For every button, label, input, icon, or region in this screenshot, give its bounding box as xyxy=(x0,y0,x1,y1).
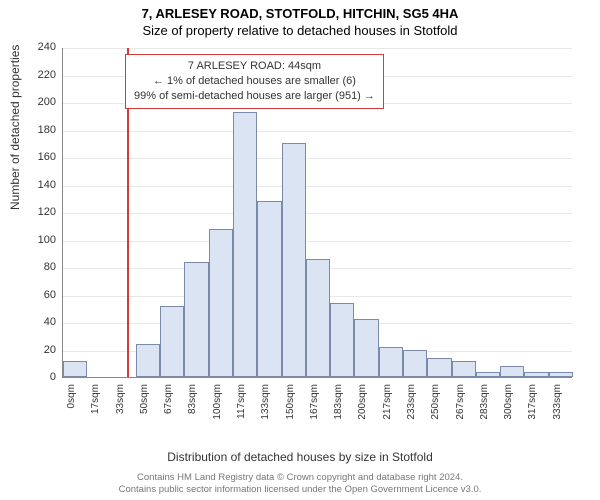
x-tick-label: 300sqm xyxy=(503,384,514,434)
y-tick-label: 20 xyxy=(22,344,56,356)
histogram-bar xyxy=(160,306,184,378)
annotation-line: 99% of semi-detached houses are larger (… xyxy=(134,89,375,104)
annotation-line: ← 1% of detached houses are smaller (6) xyxy=(134,74,375,89)
plot-area: 7 ARLESEY ROAD: 44sqm← 1% of detached ho… xyxy=(62,48,572,378)
footer-attribution: Contains HM Land Registry data © Crown c… xyxy=(0,472,600,496)
y-tick-label: 40 xyxy=(22,316,56,328)
histogram-bar xyxy=(379,347,403,377)
x-tick-label: 250sqm xyxy=(430,384,441,434)
y-tick-label: 160 xyxy=(22,151,56,163)
x-tick-label: 183sqm xyxy=(333,384,344,434)
y-axis-label: Number of detached properties xyxy=(8,45,22,210)
histogram-bar xyxy=(549,372,573,378)
y-tick-label: 120 xyxy=(22,206,56,218)
histogram-bar xyxy=(354,319,378,377)
x-tick-label: 333sqm xyxy=(552,384,563,434)
histogram-chart: 7 ARLESEY ROAD: 44sqm← 1% of detached ho… xyxy=(62,48,572,378)
x-tick-label: 0sqm xyxy=(66,384,77,434)
histogram-bar xyxy=(209,229,233,378)
y-tick-label: 180 xyxy=(22,124,56,136)
x-tick-label: 50sqm xyxy=(139,384,150,434)
y-tick-label: 100 xyxy=(22,234,56,246)
x-tick-label: 17sqm xyxy=(90,384,101,434)
histogram-bar xyxy=(330,303,354,377)
annotation-box: 7 ARLESEY ROAD: 44sqm← 1% of detached ho… xyxy=(125,54,384,109)
y-tick-label: 220 xyxy=(22,69,56,81)
y-tick-label: 240 xyxy=(22,41,56,53)
y-tick-label: 140 xyxy=(22,179,56,191)
gridline xyxy=(63,213,572,214)
x-tick-label: 33sqm xyxy=(115,384,126,434)
histogram-bar xyxy=(257,201,281,377)
gridline xyxy=(63,48,572,49)
histogram-bar xyxy=(306,259,330,377)
x-tick-label: 200sqm xyxy=(357,384,368,434)
histogram-bar xyxy=(63,361,87,378)
histogram-bar xyxy=(136,344,160,377)
gridline xyxy=(63,241,572,242)
x-tick-label: 233sqm xyxy=(406,384,417,434)
x-tick-label: 117sqm xyxy=(236,384,247,434)
y-tick-label: 0 xyxy=(22,371,56,383)
y-tick-label: 60 xyxy=(22,289,56,301)
page-title: 7, ARLESEY ROAD, STOTFOLD, HITCHIN, SG5 … xyxy=(0,0,600,21)
x-tick-label: 167sqm xyxy=(309,384,320,434)
histogram-bar xyxy=(427,358,451,377)
x-tick-label: 150sqm xyxy=(285,384,296,434)
gridline xyxy=(63,186,572,187)
x-tick-label: 100sqm xyxy=(212,384,223,434)
footer-line: Contains public sector information licen… xyxy=(0,484,600,496)
x-tick-label: 83sqm xyxy=(187,384,198,434)
x-tick-label: 267sqm xyxy=(455,384,466,434)
histogram-bar xyxy=(233,112,257,377)
y-tick-label: 200 xyxy=(22,96,56,108)
x-tick-label: 217sqm xyxy=(382,384,393,434)
x-axis-label: Distribution of detached houses by size … xyxy=(0,450,600,464)
histogram-bar xyxy=(476,372,500,378)
histogram-bar xyxy=(403,350,427,378)
histogram-bar xyxy=(524,372,548,378)
page-subtitle: Size of property relative to detached ho… xyxy=(0,21,600,38)
x-tick-label: 283sqm xyxy=(479,384,490,434)
gridline xyxy=(63,158,572,159)
gridline xyxy=(63,131,572,132)
histogram-bar xyxy=(184,262,208,378)
x-tick-label: 317sqm xyxy=(527,384,538,434)
footer-line: Contains HM Land Registry data © Crown c… xyxy=(0,472,600,484)
x-tick-label: 133sqm xyxy=(260,384,271,434)
histogram-bar xyxy=(282,143,306,377)
annotation-line: 7 ARLESEY ROAD: 44sqm xyxy=(134,59,375,74)
histogram-bar xyxy=(500,366,524,377)
x-tick-label: 67sqm xyxy=(163,384,174,434)
histogram-bar xyxy=(452,361,476,378)
y-tick-label: 80 xyxy=(22,261,56,273)
